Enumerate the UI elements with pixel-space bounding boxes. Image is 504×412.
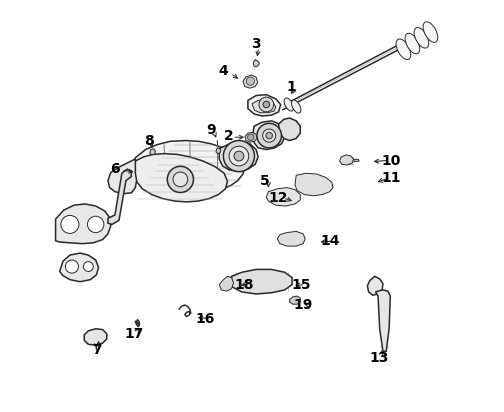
Text: 12: 12	[269, 191, 288, 205]
Polygon shape	[84, 329, 107, 345]
Polygon shape	[243, 75, 258, 88]
Polygon shape	[277, 232, 305, 246]
Circle shape	[259, 97, 274, 112]
Polygon shape	[216, 148, 221, 154]
Circle shape	[61, 215, 79, 234]
Polygon shape	[59, 253, 99, 282]
Polygon shape	[266, 187, 300, 206]
Circle shape	[266, 132, 273, 139]
Polygon shape	[253, 59, 260, 67]
Text: 5: 5	[260, 174, 269, 188]
Polygon shape	[375, 290, 390, 351]
Text: 7: 7	[92, 343, 101, 357]
Text: 18: 18	[234, 278, 254, 292]
Polygon shape	[219, 276, 233, 291]
Text: 2: 2	[223, 129, 233, 143]
Text: 19: 19	[293, 298, 313, 312]
Polygon shape	[279, 118, 300, 140]
Text: 6: 6	[110, 162, 120, 176]
Circle shape	[263, 129, 276, 142]
Polygon shape	[367, 276, 383, 295]
Polygon shape	[353, 159, 359, 162]
Ellipse shape	[414, 28, 429, 48]
Polygon shape	[150, 149, 155, 155]
Ellipse shape	[291, 100, 301, 113]
Circle shape	[223, 140, 255, 172]
Circle shape	[234, 151, 244, 161]
Circle shape	[229, 146, 249, 166]
Polygon shape	[248, 95, 281, 116]
Text: 1: 1	[286, 80, 296, 94]
Ellipse shape	[405, 33, 420, 54]
Circle shape	[173, 172, 188, 187]
Circle shape	[167, 166, 194, 192]
Text: 14: 14	[320, 234, 340, 248]
Polygon shape	[252, 100, 276, 113]
Polygon shape	[290, 296, 300, 304]
Ellipse shape	[396, 39, 411, 60]
Polygon shape	[134, 140, 244, 191]
Text: 9: 9	[206, 123, 216, 137]
Polygon shape	[245, 132, 257, 142]
Text: 15: 15	[291, 278, 311, 292]
Text: 11: 11	[382, 171, 401, 185]
Circle shape	[246, 77, 255, 85]
Polygon shape	[134, 154, 227, 202]
Text: 17: 17	[124, 327, 144, 341]
Polygon shape	[253, 121, 285, 150]
Text: 8: 8	[144, 133, 154, 147]
Text: 10: 10	[382, 154, 401, 168]
Circle shape	[263, 101, 270, 108]
Polygon shape	[219, 141, 258, 171]
Polygon shape	[340, 155, 353, 165]
Circle shape	[247, 134, 254, 140]
Text: 3: 3	[251, 37, 261, 52]
Polygon shape	[231, 269, 292, 294]
Text: 4: 4	[218, 64, 228, 78]
Circle shape	[257, 123, 281, 148]
Circle shape	[83, 262, 93, 272]
Polygon shape	[108, 159, 137, 194]
Circle shape	[66, 260, 79, 273]
Polygon shape	[55, 204, 111, 243]
Text: 16: 16	[195, 311, 215, 325]
Ellipse shape	[423, 22, 438, 42]
Text: 13: 13	[369, 351, 389, 365]
Ellipse shape	[284, 98, 293, 111]
Polygon shape	[295, 173, 333, 196]
Circle shape	[88, 216, 104, 233]
Polygon shape	[108, 169, 131, 225]
